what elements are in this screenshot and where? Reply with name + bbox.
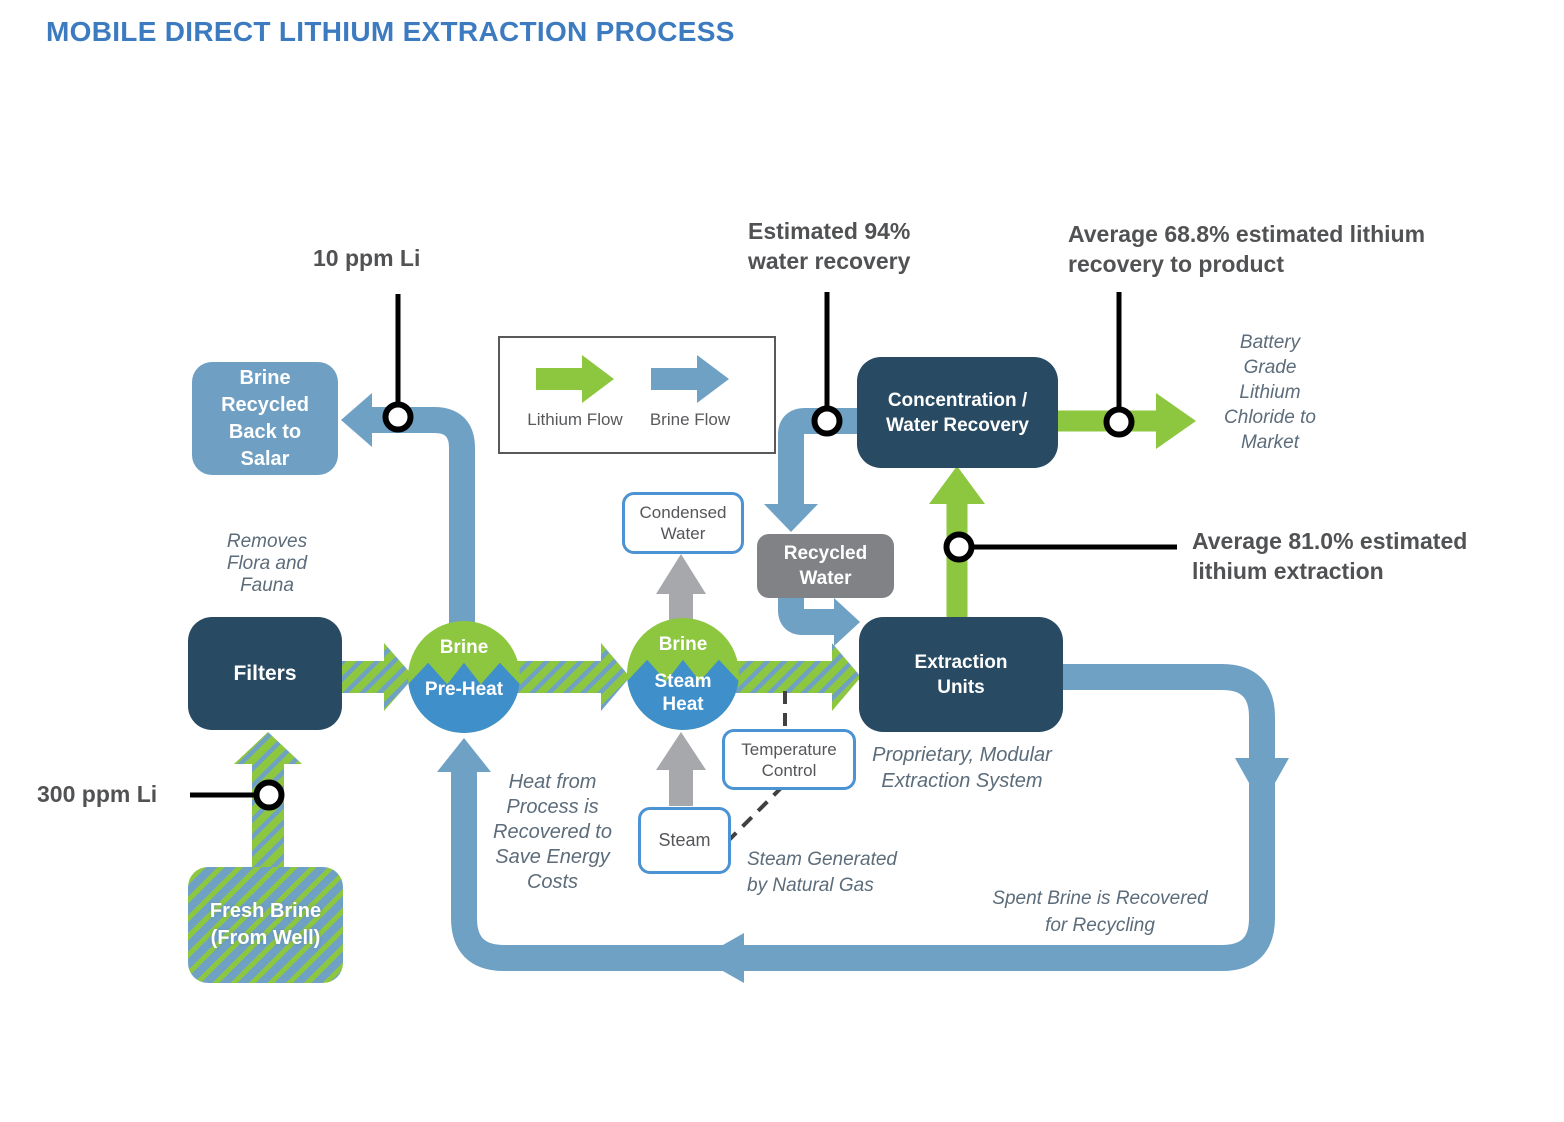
dash-steam-to-tempcontrol bbox=[725, 784, 785, 844]
preheat-blue-half bbox=[408, 662, 520, 733]
note-steam-generated: Steam Generated by Natural Gas bbox=[747, 849, 897, 896]
note-removes-flora-fauna: Removes Flora and Fauna bbox=[226, 531, 308, 596]
arrow-steamheat-to-extraction bbox=[734, 643, 861, 711]
pipe-recycledwater-to-extraction bbox=[778, 597, 834, 635]
lithium-flow-arrow-icon bbox=[536, 355, 614, 403]
arrowhead-loop-into-preheat bbox=[437, 738, 491, 772]
note-battery-grade: Battery Grade Lithium Chloride to Market bbox=[1224, 332, 1316, 453]
ring-300ppm bbox=[253, 779, 285, 811]
arrowhead-into-extraction-blue bbox=[834, 598, 860, 646]
brine-flow-arrow-icon bbox=[651, 355, 729, 403]
flow-legend: Lithium Flow Brine Flow bbox=[498, 336, 776, 454]
node-extraction-units: Extraction Units bbox=[859, 617, 1063, 732]
arrowhead-steamheat bbox=[656, 732, 706, 770]
pipe-concentration-to-recycledwater bbox=[778, 408, 857, 505]
brine-pipes bbox=[372, 407, 1275, 971]
loop-marker-left bbox=[700, 933, 744, 983]
callout-lithium-extraction: Average 81.0% estimated lithium extracti… bbox=[1192, 528, 1468, 584]
pipe-spent-brine-loop bbox=[451, 664, 1275, 971]
arrow-preheat-to-steamheat bbox=[510, 643, 630, 711]
arrowhead-into-recycledwater bbox=[764, 504, 818, 532]
node-brine-recycled-salar: Brine Recycled Back to Salar bbox=[192, 362, 338, 475]
ring-688pct bbox=[1103, 406, 1135, 438]
node-filters: Filters bbox=[188, 617, 342, 730]
legend-lithium-label: Lithium Flow bbox=[527, 410, 623, 429]
steam-arrowheads bbox=[656, 554, 706, 770]
legend-brine-label: Brine Flow bbox=[649, 410, 731, 429]
callout-water-recovery: Estimated 94% water recovery bbox=[748, 218, 911, 274]
arrowhead-concentration bbox=[929, 466, 985, 504]
ring-810pct bbox=[943, 531, 975, 563]
callout-10ppm: 10 ppm Li bbox=[313, 245, 421, 271]
arrowhead-into-salar bbox=[341, 393, 372, 447]
arrowhead-market bbox=[1156, 393, 1196, 449]
page-title: MOBILE DIRECT LITHIUM EXTRACTION PROCESS bbox=[46, 16, 735, 47]
arrowhead-condensed bbox=[656, 554, 706, 594]
callout-300ppm: 300 ppm Li bbox=[37, 781, 158, 807]
preheat-top-label: Brine bbox=[439, 636, 489, 658]
callout-lines bbox=[190, 292, 1177, 798]
ring-10ppm bbox=[382, 401, 414, 433]
node-condensed-water: Condensed Water bbox=[622, 492, 744, 554]
node-temperature-control: Temperature Control bbox=[722, 729, 856, 790]
note-proprietary-modular: Proprietary, Modular Extraction System bbox=[872, 744, 1052, 792]
node-fresh-brine: Fresh Brine (From Well) bbox=[188, 867, 343, 983]
note-heat-recovered: Heat from Process is Recovered to Save E… bbox=[493, 771, 612, 893]
steamheat-blue-half bbox=[627, 659, 739, 730]
ring-94pct bbox=[811, 405, 843, 437]
callout-rings bbox=[253, 401, 1135, 811]
callout-lithium-recovery: Average 68.8% estimated lithium recovery… bbox=[1068, 221, 1426, 277]
node-brine-preheat: Brine Pre-Heat bbox=[408, 621, 520, 733]
node-brine-steamheat: Brine Steam Heat bbox=[627, 618, 739, 730]
note-spent-brine: Spent Brine is Recovered for Recycling bbox=[992, 888, 1208, 936]
arrow-filters-to-preheat bbox=[342, 643, 414, 711]
dashed-links bbox=[725, 691, 787, 844]
steamheat-bottom-label: Steam Heat bbox=[654, 670, 712, 715]
pipe-preheat-to-salar bbox=[372, 407, 475, 645]
node-steam: Steam bbox=[638, 807, 731, 874]
node-recycled-water: Recycled Water bbox=[757, 534, 894, 598]
loop-marker-down bbox=[1235, 758, 1289, 806]
brine-pipe-arrowheads bbox=[341, 393, 1289, 983]
steamheat-top-label: Brine bbox=[658, 633, 708, 655]
node-concentration-water-recovery: Concentration / Water Recovery bbox=[857, 357, 1058, 468]
lithium-arrowheads bbox=[929, 393, 1196, 504]
preheat-bottom-label: Pre-Heat bbox=[424, 679, 504, 701]
